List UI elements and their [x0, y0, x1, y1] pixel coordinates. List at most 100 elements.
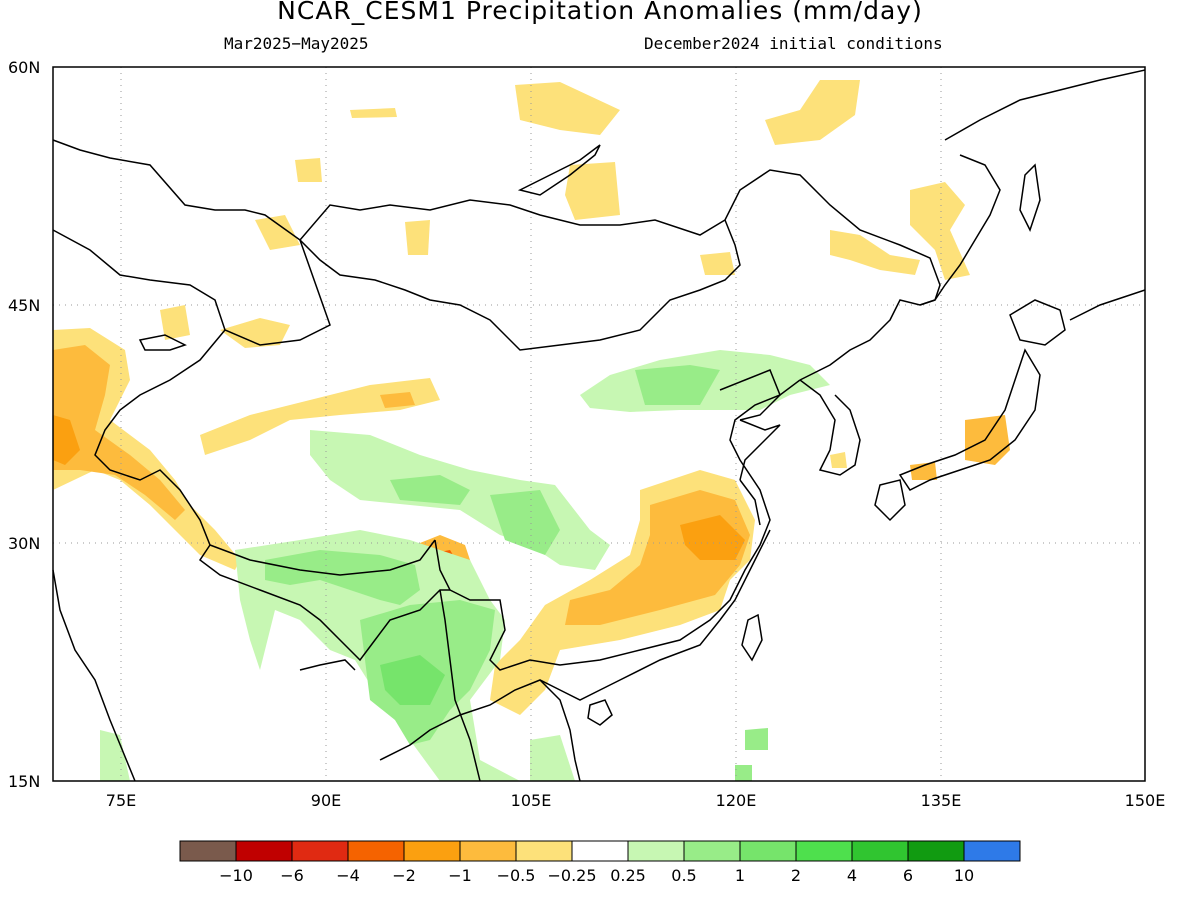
colorbar-swatch — [347, 840, 405, 862]
wet-anomaly-philippines — [745, 728, 768, 750]
colorbar-label: 0.25 — [610, 866, 646, 885]
lon-tick-90e: 90E — [311, 791, 341, 810]
lat-tick-45n: 45N — [8, 296, 40, 315]
coastlines-and-borders — [52, 69, 1146, 782]
kuril-arc — [1069, 289, 1146, 321]
colorbar-swatch — [179, 840, 237, 862]
sakhalin — [1019, 163, 1041, 232]
wet-anomaly-sichuan — [490, 490, 560, 555]
dry-anomaly-north-strip — [350, 108, 397, 118]
colorbar-swatch — [739, 840, 797, 862]
colorbar-label: −2 — [392, 866, 416, 885]
hainan — [587, 699, 613, 726]
dry-anomaly-yangtze-strong — [680, 515, 745, 560]
russia-far-east-coast — [934, 154, 1001, 301]
dry-anomaly-kazakh — [200, 378, 440, 455]
colorbar-swatch — [851, 840, 909, 862]
colorbar-label: 6 — [903, 866, 913, 885]
colorbar-swatch — [515, 840, 573, 862]
lon-tick-120e: 120E — [716, 791, 757, 810]
dry-anomaly-west-core — [53, 345, 185, 520]
yellow-sea-coast — [739, 479, 761, 526]
plot-frame — [52, 66, 1146, 782]
map-title: NCAR_CESM1 Precipitation Anomalies (mm/d… — [277, 0, 923, 25]
dry-anomaly-balkhash — [160, 305, 190, 340]
colorbar-label: 1 — [735, 866, 745, 885]
colorbar-label: 10 — [954, 866, 974, 885]
kazakh-border — [52, 229, 331, 346]
lon-axis: 75E 90E 105E 120E 135E 150E — [106, 791, 1166, 810]
colorbar-label: −0.25 — [547, 866, 596, 885]
colorbar-label: 0.5 — [671, 866, 696, 885]
wet-anomaly-burma-core — [380, 655, 445, 705]
colorbar-swatch — [795, 840, 853, 862]
colorbar-swatch — [963, 840, 1021, 862]
dry-anomaly-altai — [255, 215, 300, 250]
lon-tick-150e: 150E — [1125, 791, 1166, 810]
wet-anomaly-himalaya-core — [265, 550, 420, 605]
dry-anomaly-amur — [910, 182, 970, 280]
colorbar-swatch — [683, 840, 741, 862]
indochina-interior — [439, 589, 481, 782]
colorbar-label: −1 — [448, 866, 472, 885]
grid-lines — [53, 67, 1145, 781]
lake-baikal — [517, 144, 601, 196]
honshu — [898, 348, 1041, 491]
dry-anomaly-siberia-2 — [565, 162, 620, 220]
dry-anomaly-mongolia-west — [405, 220, 430, 255]
dry-anomaly-manchuria — [830, 230, 920, 275]
wet-anomaly-tibet-core — [390, 475, 470, 505]
lake-balkhash — [138, 334, 187, 351]
siberia-coast — [944, 69, 1146, 141]
lon-tick-105e: 105E — [511, 791, 552, 810]
dry-anomaly-central-asia — [220, 318, 290, 348]
dry-anomaly-kazakh-core — [380, 392, 415, 408]
forecast-period: Mar2025−May2025 — [224, 34, 369, 53]
colorbar-swatch — [291, 840, 349, 862]
china-west-border — [94, 329, 436, 576]
wet-anomaly-north-china-core — [635, 365, 720, 405]
lat-tick-15n: 15N — [8, 772, 40, 791]
kyushu — [874, 479, 906, 522]
colorbar-label: −6 — [280, 866, 304, 885]
russia-border — [52, 139, 941, 306]
initial-conditions: December2024 initial conditions — [644, 34, 943, 53]
hokkaido — [1009, 299, 1066, 346]
lon-tick-75e: 75E — [106, 791, 136, 810]
korea-coast — [799, 379, 861, 476]
colorbar-swatch — [571, 840, 629, 862]
colorbar-swatch — [459, 840, 517, 862]
colorbar-swatch — [403, 840, 461, 862]
mongolia-border — [299, 219, 741, 351]
colorbar-label: 4 — [847, 866, 857, 885]
colorbar-label: −4 — [336, 866, 360, 885]
indochina-coast — [379, 529, 771, 761]
colorbar-swatch — [907, 840, 965, 862]
wet-anomaly-india-west — [100, 730, 130, 781]
colorbar-swatch — [627, 840, 685, 862]
dry-anomaly-mongolia-east — [700, 252, 735, 275]
lat-axis: 60N 45N 30N 15N — [8, 58, 40, 791]
bangladesh-coast — [299, 659, 356, 671]
taiwan — [741, 613, 763, 662]
colorbar-swatch — [235, 840, 293, 862]
bohai-coast — [719, 369, 781, 421]
dry-anomaly-korea — [830, 452, 847, 468]
china-south-border — [434, 379, 801, 671]
lon-tick-135e: 135E — [921, 791, 962, 810]
dry-anomaly-siberia-1 — [515, 82, 620, 135]
wet-anomaly-indochina — [530, 735, 575, 781]
dry-anomaly-japan-light — [910, 462, 937, 480]
vietnam-coast — [539, 679, 581, 782]
lat-tick-60n: 60N — [8, 58, 40, 77]
colorbar-label: −10 — [219, 866, 253, 885]
plot-area — [52, 66, 1146, 782]
dry-anomaly-siberia-3 — [765, 80, 860, 145]
indian-border — [198, 544, 450, 662]
shandong-coast — [739, 419, 781, 481]
wet-anomaly-philippines-south — [735, 765, 752, 781]
colorbar-label: −0.5 — [497, 866, 536, 885]
colorbar-label: 2 — [791, 866, 801, 885]
colorbar: −10 −6 −4 −2 −1 −0.5 −0.25 0.25 0.5 1 2 4 6 10 — [179, 840, 1021, 885]
